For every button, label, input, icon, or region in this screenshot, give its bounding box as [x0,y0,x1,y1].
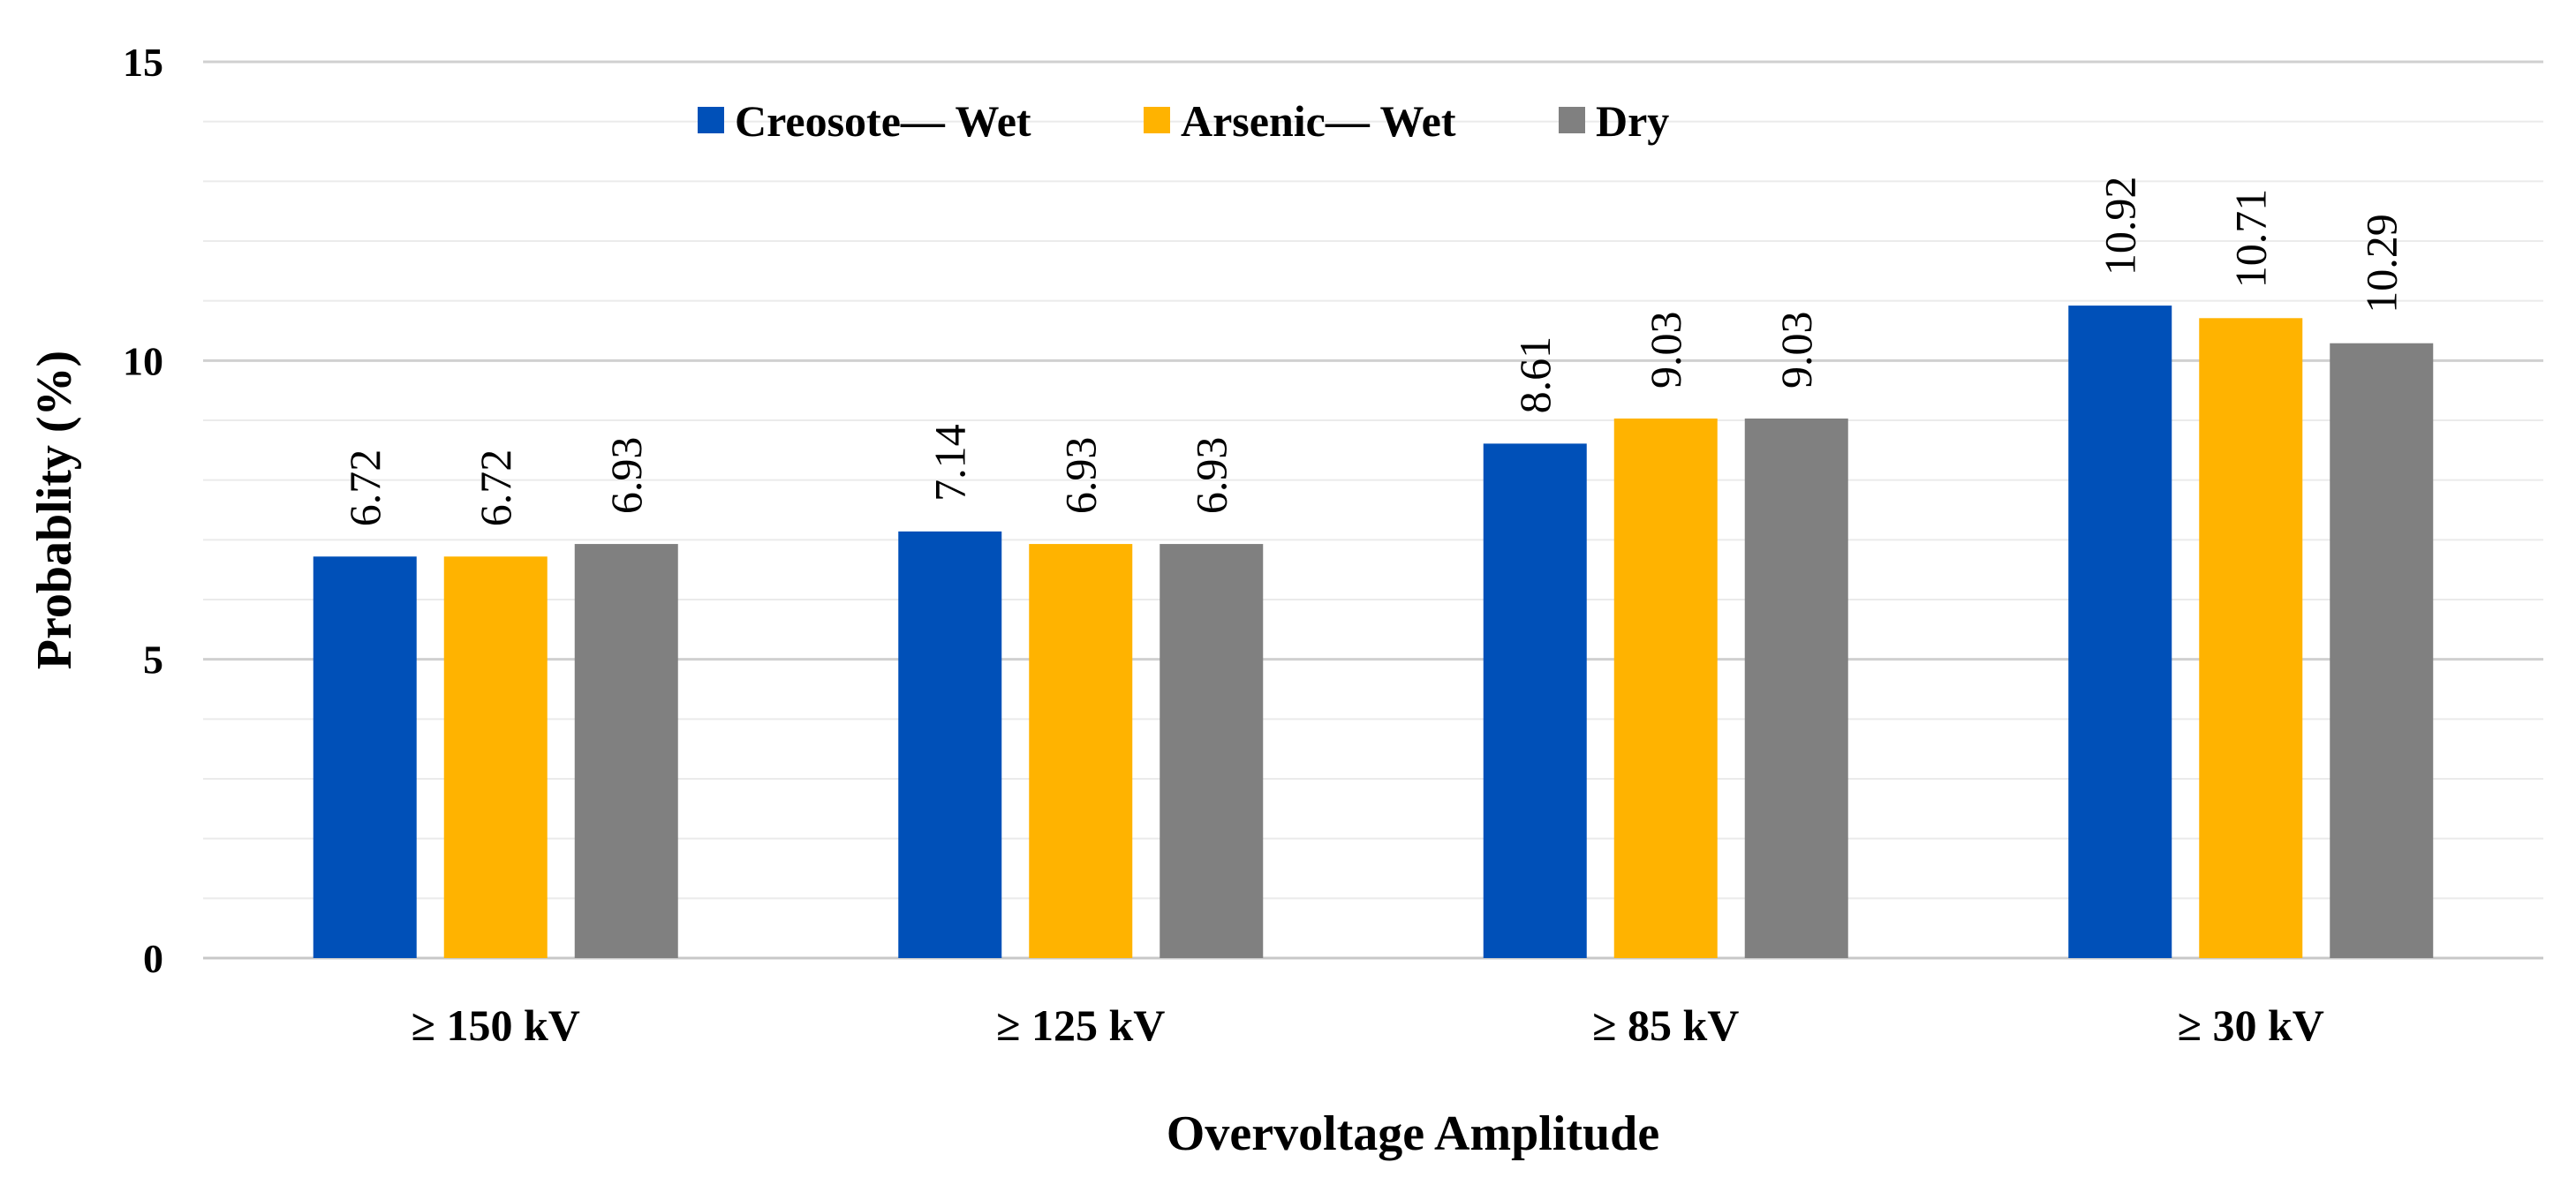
legend-label: Dry [1596,96,1669,146]
legend-swatch [1144,107,1170,133]
bar-series [313,306,2434,959]
x-axis-categories: ≥ 150 kV ≥ 125 kV ≥ 85 kV ≥ 30 kV [412,1000,2324,1050]
y-tick-label: 5 [143,638,163,683]
bar [1483,443,1587,958]
bar [2068,306,2172,959]
data-label: 10.92 [2096,177,2145,276]
bar [313,556,417,958]
legend: Creosote— Wet Arsenic— Wet Dry [698,96,1669,146]
data-label: 10.71 [2226,189,2276,289]
x-tick-label: ≥ 30 kV [2178,1000,2324,1050]
data-label: 9.03 [1771,311,1821,389]
bar [1744,418,1848,959]
data-label: 6.72 [471,449,520,527]
legend-label: Arsenic— Wet [1181,96,1456,146]
y-tick-label: 0 [143,936,163,981]
data-label: 10.29 [2357,214,2406,313]
data-label: 6.93 [1187,437,1236,515]
legend-swatch [1559,107,1585,133]
y-tick-label: 10 [123,338,163,383]
bar [898,531,1002,958]
data-label: 8.61 [1510,336,1560,414]
y-tick-label: 15 [123,40,163,85]
bar [1029,544,1133,958]
data-labels: 6.72 6.72 6.93 7.14 6.93 6.93 8.61 9.03 9.03 10.9… [340,177,2406,527]
bar [443,556,548,958]
data-label: 6.72 [340,449,389,527]
data-label: 7.14 [925,424,975,502]
y-axis-title: Probablity (%) [27,351,82,669]
legend-swatch [698,107,724,133]
x-axis-title: Overvoltage Amplitude [1167,1106,1659,1161]
x-tick-label: ≥ 125 kV [996,1000,1165,1050]
data-label: 6.93 [1056,437,1106,515]
y-axis-ticks: 0 5 10 15 [123,40,163,981]
bar [2199,318,2303,958]
bar [574,544,678,958]
bar [2330,343,2434,959]
x-tick-label: ≥ 85 kV [1592,1000,1739,1050]
legend-label: Creosote— Wet [735,96,1031,146]
data-label: 9.03 [1641,311,1690,389]
x-tick-label: ≥ 150 kV [412,1000,580,1050]
bar [1613,418,1718,959]
bar [1160,544,1264,958]
data-label: 6.93 [601,437,651,515]
gridlines [203,60,2543,900]
